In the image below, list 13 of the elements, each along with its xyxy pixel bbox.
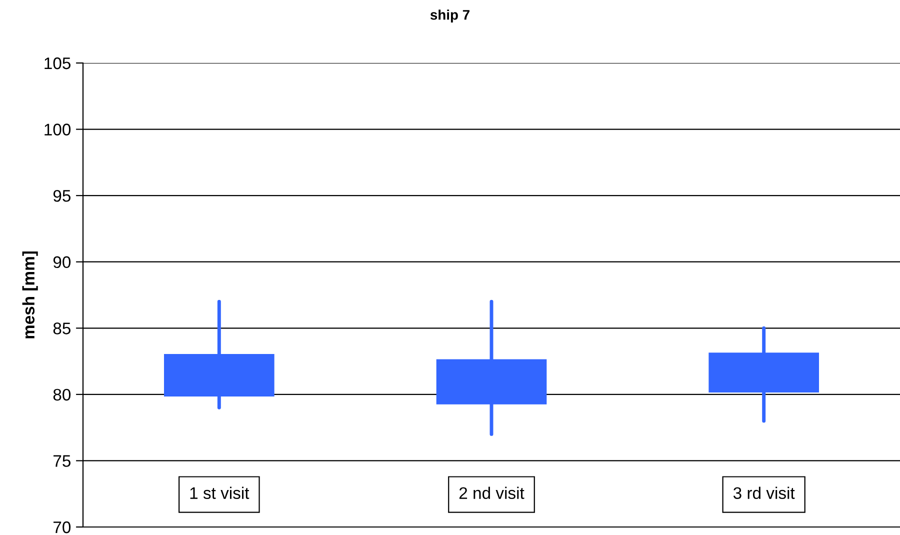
y-tick-label: 75 <box>54 455 70 467</box>
y-tick-label: 100 <box>44 124 71 136</box>
x-tick-label: 3 rd visit <box>733 486 795 499</box>
y-tick-label: 80 <box>53 388 71 401</box>
chart-title: ship 7 <box>430 10 470 23</box>
y-tick-label: 95 <box>53 190 70 202</box>
y-axis-title: mesh [mm] <box>22 251 38 338</box>
y-tick-label: 105 <box>44 57 70 70</box>
x-tick-label: 2 nd visit <box>459 486 524 499</box>
y-tick-label: 70 <box>54 521 71 534</box>
y-tick-label: 85 <box>53 322 70 334</box>
y-tick-label: 90 <box>53 256 71 268</box>
x-tick-label: 1 st visit <box>190 486 250 499</box>
